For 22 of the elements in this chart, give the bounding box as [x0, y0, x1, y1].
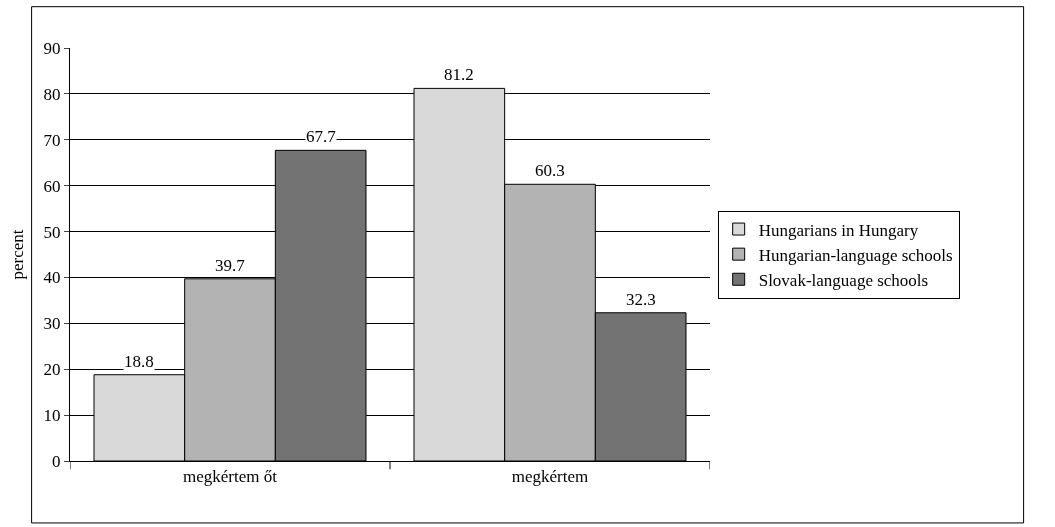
data-label: 39.7 — [215, 256, 246, 275]
x-tick-label: megkértem őt — [183, 467, 278, 487]
y-tick-label: 50 — [43, 222, 61, 242]
y-tick-label: 0 — [52, 451, 61, 471]
y-tick-label: 40 — [43, 268, 61, 288]
data-label: 81.2 — [444, 65, 474, 84]
legend-label: Hungarians in Hungary — [758, 220, 919, 240]
y-axis-title: percent — [8, 229, 28, 280]
data-label: 60.3 — [535, 161, 565, 180]
legend-label: Slovak-language schools — [758, 270, 929, 290]
y-tick-label: 90 — [43, 38, 61, 58]
data-label: 32.3 — [626, 290, 656, 309]
y-tick-label: 80 — [43, 84, 61, 104]
data-label: 18.8 — [124, 352, 154, 371]
y-tick-label: 10 — [43, 406, 61, 426]
y-tick-label: 30 — [43, 314, 61, 334]
y-tick-label: 70 — [43, 130, 61, 150]
y-tick-label: 60 — [43, 176, 61, 196]
x-tick-label: megkértem — [511, 467, 589, 487]
legend-label: Hungarian-language schools — [758, 245, 953, 265]
y-tick-label: 20 — [43, 360, 61, 380]
data-label: 67.7 — [306, 127, 337, 146]
